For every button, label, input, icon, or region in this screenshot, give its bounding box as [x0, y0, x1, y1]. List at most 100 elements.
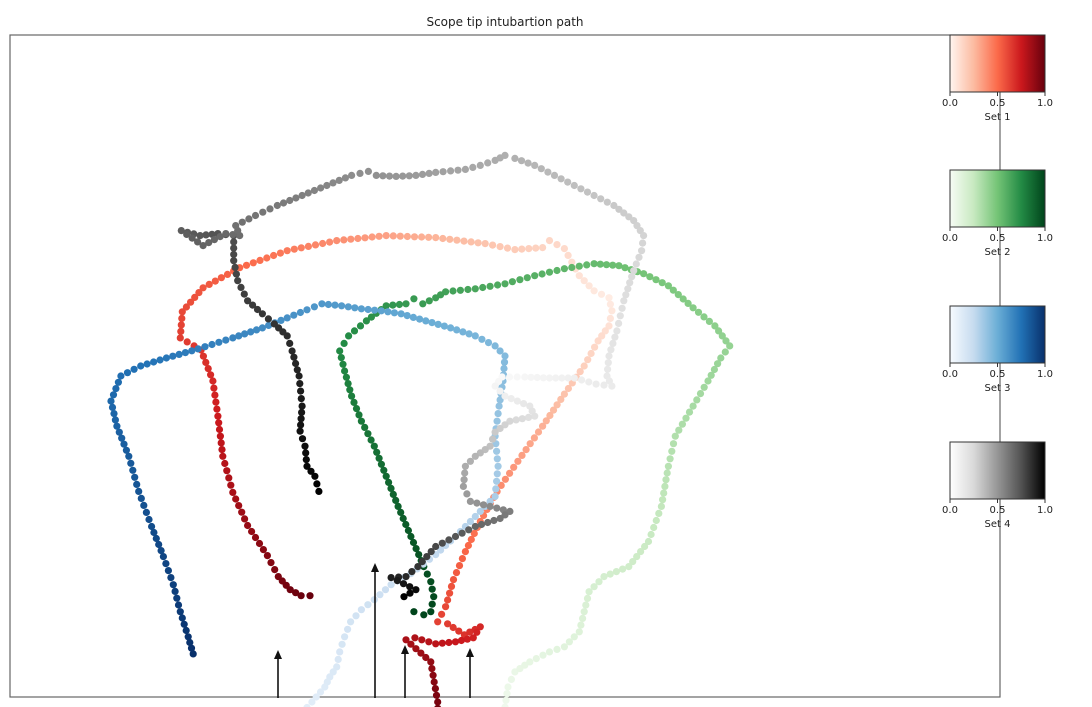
series-4-point	[177, 227, 185, 235]
series-4-point	[460, 476, 468, 484]
series-1-point	[319, 239, 327, 248]
series-4-point	[521, 373, 529, 381]
series-1-point	[560, 390, 569, 398]
series-4-point	[301, 442, 309, 450]
series-4-point	[205, 239, 213, 247]
series-2-point	[619, 565, 627, 573]
series-4-point	[506, 373, 514, 381]
series-4-point	[597, 195, 605, 203]
series-4-point	[297, 421, 305, 429]
series-4-point	[471, 452, 479, 460]
series-3-point	[333, 663, 341, 671]
series-3-point	[115, 428, 123, 436]
colorbar-label: Set 3	[985, 383, 1011, 394]
series-3-point	[403, 312, 411, 320]
series-4-point	[447, 167, 455, 175]
series-2-point	[575, 628, 583, 636]
series-4-point	[624, 285, 632, 293]
series-4-point	[458, 529, 466, 537]
series-4-point	[329, 179, 337, 187]
series-4-point	[231, 263, 239, 271]
series-4-point	[317, 184, 325, 192]
series-3-point	[247, 328, 255, 336]
series-1-point	[606, 314, 615, 322]
series-2-point	[595, 578, 603, 586]
series-2-point	[361, 423, 369, 431]
series-2-point	[644, 537, 653, 546]
series-4-point	[493, 504, 501, 512]
series-2-point	[346, 386, 354, 394]
series-4-point	[234, 277, 242, 285]
series-2-point	[629, 558, 637, 566]
series-1-point	[227, 481, 235, 489]
series-3-point	[110, 410, 118, 418]
series-3-point	[162, 354, 170, 362]
series-3-point	[173, 594, 181, 602]
series-3-point	[422, 317, 430, 325]
series-4-point	[210, 236, 218, 244]
series-2-point	[612, 568, 621, 576]
colorbar-tick-label: 1.0	[1037, 369, 1053, 380]
series-3-point	[341, 633, 349, 641]
series-1-point	[518, 245, 526, 253]
series-4-point	[501, 421, 509, 429]
series-2-point	[689, 402, 697, 410]
series-1-point	[530, 434, 539, 442]
series-3-point	[187, 644, 196, 652]
series-2-point	[337, 354, 345, 362]
series-4-point	[496, 514, 504, 523]
series-2-point	[575, 262, 583, 270]
series-1-point	[510, 463, 518, 471]
series-4-point	[266, 205, 274, 213]
series-4-point	[405, 172, 413, 180]
series-1-point	[229, 488, 237, 496]
series-4-point	[298, 435, 307, 443]
colorbar-label: Set 1	[985, 112, 1011, 123]
series-1-point	[467, 238, 475, 246]
series-3-point	[131, 473, 139, 481]
series-2-point	[664, 462, 673, 470]
series-2-point	[382, 302, 390, 310]
series-4-point	[489, 435, 497, 443]
series-1-point	[422, 653, 430, 662]
series-2-point	[402, 520, 410, 529]
series-2-point	[590, 260, 598, 268]
colorbar-tick-label: 1.0	[1037, 505, 1053, 516]
series-2-point	[392, 496, 400, 504]
series-1-point	[460, 237, 468, 245]
series-4-point	[615, 205, 623, 213]
series-2-point	[407, 532, 415, 541]
series-3-point	[123, 369, 132, 377]
series-4-point	[479, 501, 488, 509]
series-4-point	[604, 359, 612, 367]
series-3-point	[127, 459, 135, 467]
series-2-point	[646, 273, 654, 281]
series-1-point	[418, 233, 426, 241]
series-1-point	[525, 245, 533, 253]
series-4-point	[632, 260, 640, 268]
series-3-point	[133, 480, 141, 488]
series-2-point	[404, 526, 412, 535]
series-2-point	[674, 291, 682, 299]
series-1-point	[238, 508, 246, 516]
series-2-point	[464, 285, 472, 294]
series-2-point	[640, 270, 648, 278]
series-3-point	[184, 633, 192, 641]
series-4-point	[626, 279, 634, 287]
series-2-point	[602, 261, 611, 269]
series-3-point	[492, 485, 500, 493]
series-3-point	[167, 574, 175, 582]
series-1-point	[444, 596, 452, 604]
series-4-point	[484, 518, 492, 527]
series-4-point	[412, 586, 420, 594]
colorbar-label: Set 4	[985, 519, 1011, 530]
series-2-point	[432, 294, 440, 302]
series-2-point	[662, 476, 670, 484]
colorbar-gradient	[949, 305, 1046, 364]
colorbar-tick-label: 1.0	[1037, 233, 1053, 244]
series-4-point	[471, 522, 479, 531]
series-1-point	[218, 446, 226, 454]
series-4-point	[640, 232, 648, 240]
series-4-point	[244, 297, 252, 305]
series-1-point	[215, 419, 223, 427]
